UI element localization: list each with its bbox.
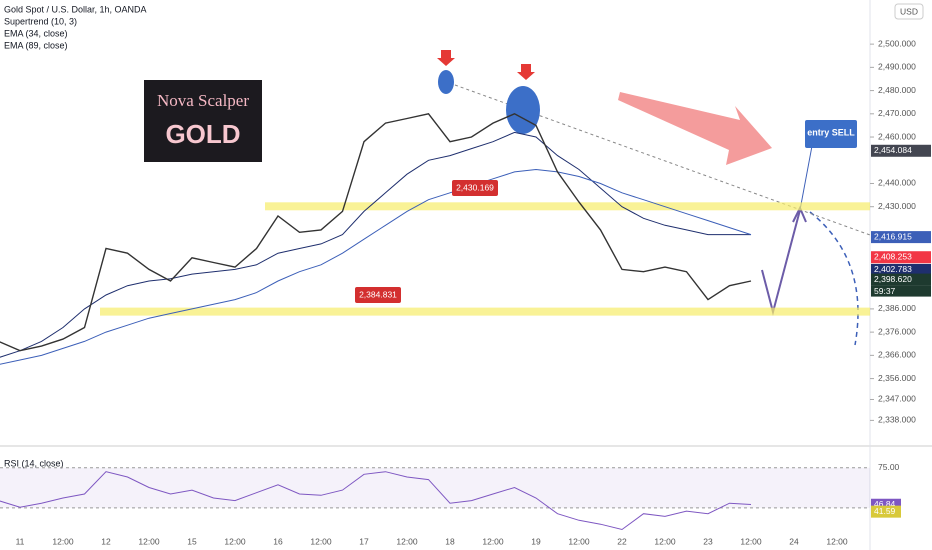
x-tick-label: 12:00 bbox=[52, 536, 74, 546]
y-tick-label: 2,376.000 bbox=[878, 326, 916, 336]
x-tick-label: 22 bbox=[617, 536, 627, 546]
indicator-label: Supertrend (10, 3) bbox=[4, 16, 77, 26]
legend-entry: EMA (34, close) bbox=[4, 28, 68, 38]
logo-box bbox=[144, 80, 262, 162]
x-tick-label: 16 bbox=[273, 536, 283, 546]
x-tick-label: 19 bbox=[531, 536, 541, 546]
y-tick-label: 2,356.000 bbox=[878, 373, 916, 383]
y-tick-label: 2,338.000 bbox=[878, 415, 916, 425]
legend-entry: EMA (89, close) bbox=[4, 40, 68, 50]
x-tick-label: 12:00 bbox=[310, 536, 332, 546]
x-tick-label: 12:00 bbox=[224, 536, 246, 546]
price-label: 2,398.620 bbox=[874, 274, 912, 284]
x-tick-label: 23 bbox=[703, 536, 713, 546]
rsi-title: RSI (14, close) bbox=[4, 458, 64, 468]
countdown: 59:37 bbox=[874, 286, 896, 296]
y-tick-label: 2,470.000 bbox=[878, 108, 916, 118]
price-label: 2,416.915 bbox=[874, 231, 912, 241]
x-tick-label: 11 bbox=[16, 536, 25, 546]
price-label-box bbox=[871, 144, 931, 157]
x-tick-label: 12:00 bbox=[568, 536, 590, 546]
y-tick-label: 2,460.000 bbox=[878, 131, 916, 141]
currency[interactable]: USD bbox=[900, 6, 918, 16]
zone-label: 2,430.169 bbox=[456, 182, 494, 192]
x-tick-label: 12:00 bbox=[396, 536, 418, 546]
x-tick-label: 12:00 bbox=[740, 536, 762, 546]
zone-label: 2,384.831 bbox=[359, 289, 397, 299]
price-label: 2,402.783 bbox=[874, 264, 912, 274]
countdown-box bbox=[871, 285, 931, 297]
y-tick-label: 2,440.000 bbox=[878, 178, 916, 188]
zone-label-box bbox=[452, 180, 498, 196]
x-tick-label: 12:00 bbox=[482, 536, 504, 546]
logo-text: Nova Scalper bbox=[157, 91, 249, 110]
annotation: entry SELL bbox=[807, 127, 855, 137]
y-tick-label: 2,386.000 bbox=[878, 303, 916, 313]
y-tick-label: 2,490.000 bbox=[878, 62, 916, 72]
rsi-label: 46.84 bbox=[874, 499, 896, 509]
price-label-box bbox=[871, 231, 931, 244]
rsi-label: 41.59 bbox=[874, 506, 896, 516]
ema-line bbox=[0, 168, 752, 365]
chart-title: Gold Spot / U.S. Dollar, 1h, OANDA bbox=[4, 4, 147, 14]
price-line bbox=[0, 113, 752, 352]
zone bbox=[265, 202, 870, 211]
price-label: 2,454.084 bbox=[874, 145, 912, 155]
y-tick-label: 2,347.000 bbox=[878, 394, 916, 404]
highlight-circle bbox=[506, 86, 540, 134]
x-tick-label: 12:00 bbox=[654, 536, 676, 546]
x-tick-label: 15 bbox=[187, 536, 197, 546]
callout-box bbox=[805, 120, 857, 148]
highlight-circle bbox=[438, 70, 454, 94]
x-tick-label: 12:00 bbox=[826, 536, 848, 546]
price-label: 2,408.253 bbox=[874, 251, 912, 261]
price-label-box bbox=[871, 273, 931, 286]
y-tick-label: 75.00 bbox=[878, 462, 900, 472]
y-tick-label: 2,430.000 bbox=[878, 201, 916, 211]
rsi-band bbox=[0, 467, 870, 508]
arrow-shape bbox=[618, 92, 772, 165]
x-tick-label: 12 bbox=[101, 536, 111, 546]
rsi-label-box bbox=[871, 505, 901, 518]
down-arrow bbox=[517, 64, 535, 80]
zone bbox=[100, 307, 870, 316]
x-tick-label: 24 bbox=[789, 536, 799, 546]
currency-box[interactable] bbox=[894, 3, 924, 20]
callout-line bbox=[799, 145, 813, 211]
x-tick-label: 12:00 bbox=[138, 536, 160, 546]
x-tick-label: 18 bbox=[445, 536, 455, 546]
x-tick-label: 17 bbox=[359, 536, 369, 546]
rsi-line bbox=[0, 471, 752, 531]
y-tick-label: 2,500.000 bbox=[878, 38, 916, 48]
y-tick-label: 2,480.000 bbox=[878, 85, 916, 95]
price-label-box bbox=[871, 251, 931, 264]
y-tick-label: 2,366.000 bbox=[878, 350, 916, 360]
price-label-box bbox=[871, 263, 931, 276]
dashed-projection bbox=[809, 211, 859, 346]
logo-text: GOLD bbox=[165, 119, 240, 149]
ema-line bbox=[0, 131, 751, 358]
zone-label-box bbox=[355, 287, 401, 303]
down-arrow bbox=[437, 50, 455, 66]
